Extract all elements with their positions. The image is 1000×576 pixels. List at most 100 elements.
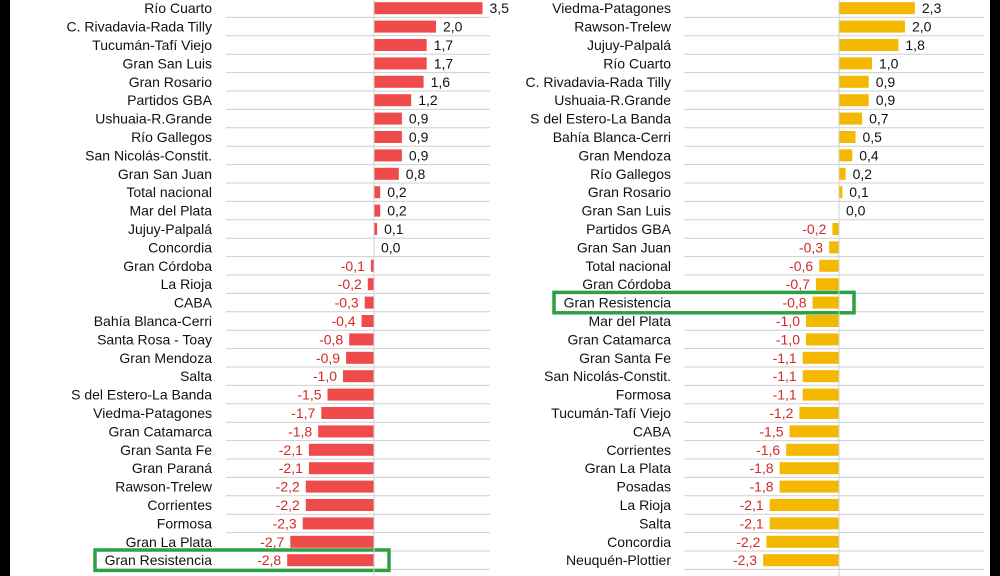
value-label: -1,5: [759, 423, 783, 439]
value-label: 0,2: [853, 166, 873, 182]
bar: [374, 186, 381, 199]
bar: [769, 517, 839, 530]
category-label: Gran Catamarca: [109, 423, 213, 439]
bar: [802, 370, 839, 383]
value-label: 0,1: [849, 184, 869, 200]
value-label: -1,1: [773, 387, 797, 403]
value-label: 0,9: [876, 92, 896, 108]
value-label: 2,0: [443, 19, 463, 35]
value-label: 1,7: [434, 37, 454, 53]
bar: [839, 112, 863, 125]
category-label: San Nicolás-Constit.: [85, 147, 212, 163]
category-label: Gran Rosario: [129, 74, 212, 90]
bar: [839, 2, 915, 15]
bar: [802, 388, 839, 401]
value-label: -0,8: [782, 295, 806, 311]
value-label: -0,3: [335, 295, 359, 311]
category-label: Total nacional: [585, 258, 671, 274]
bar-row: Gran Mendoza -0,9: [119, 350, 490, 368]
value-label: -1,1: [773, 368, 797, 384]
value-label: -1,1: [773, 350, 797, 366]
bar: [305, 480, 374, 493]
category-label: Salta: [180, 368, 212, 384]
bar-row: Gran Córdoba -0,7: [582, 276, 984, 294]
bar-row: Corrientes -2,2: [147, 497, 490, 515]
bar: [802, 351, 839, 364]
category-label: Gran Córdoba: [123, 258, 212, 274]
category-label: La Rioja: [161, 276, 213, 292]
bar-row: San Nicolás-Constit. 0,9: [85, 147, 490, 166]
bar: [321, 407, 374, 419]
value-label: -2,2: [276, 479, 300, 495]
bar-charts: Río Cuarto 3,5 C. Rivadavia-Rada Tilly 2,0 T…: [67, 0, 984, 576]
bar-row: Santa Rosa - Toay -0,8: [97, 331, 490, 350]
bar-row: Posadas -1,8: [617, 479, 984, 497]
value-label: 0,7: [869, 111, 889, 127]
bar: [799, 407, 839, 419]
bar: [839, 75, 869, 88]
bar: [370, 259, 374, 272]
bar: [374, 149, 402, 162]
bar-row: Gran Santa Fe -1,1: [579, 350, 984, 368]
value-label: -1,2: [769, 405, 793, 421]
category-label: Mar del Plata: [130, 203, 213, 219]
category-label: Neuquén-Plottier: [566, 552, 671, 568]
category-label: Rawson-Trelew: [574, 19, 672, 35]
value-label: 1,7: [434, 55, 454, 71]
bar-row: Viedma-Patagones -1,7: [93, 405, 490, 423]
category-label: C. Rivadavia-Rada Tilly: [67, 19, 213, 35]
bar: [832, 223, 839, 235]
value-label: 0,1: [384, 221, 404, 237]
category-label: Viedma-Patagones: [93, 405, 212, 421]
bar-row: La Rioja -0,2: [161, 276, 490, 294]
bar-row: Mar del Plata -1,0: [589, 313, 984, 331]
bar-row: Gran Resistencia -2,8: [93, 548, 490, 573]
value-label: -0,3: [799, 239, 823, 255]
bar-row: C. Rivadavia-Rada Tilly 2,0: [67, 19, 490, 37]
value-label: 0,9: [409, 111, 429, 127]
value-label: -0,2: [802, 221, 826, 237]
value-label: 0,2: [387, 184, 407, 200]
bar: [364, 296, 374, 309]
value-label: -2,2: [276, 497, 300, 513]
value-label: -1,8: [749, 479, 773, 495]
category-label: Posadas: [617, 479, 671, 495]
category-label: CABA: [174, 295, 213, 311]
value-label: 0,2: [387, 203, 407, 219]
bar: [779, 480, 839, 493]
bar-row: Bahía Blanca-Cerri -0,4: [94, 313, 490, 331]
bar-row: Gran Rosario 0,1: [588, 184, 984, 202]
bar-row: Formosa -2,3: [157, 515, 490, 534]
category-label: Bahía Blanca-Cerri: [94, 313, 212, 329]
bar-row: Corrientes -1,6: [606, 442, 984, 460]
category-label: Ushuaia-R.Grande: [95, 111, 212, 127]
bar-row: La Rioja -2,1: [620, 497, 984, 515]
bar-row: Gran Catamarca -1,0: [568, 331, 984, 350]
category-label: Gran Rosario: [588, 184, 671, 200]
bar: [829, 241, 839, 254]
bar: [327, 388, 374, 401]
category-label: Gran Santa Fe: [579, 350, 671, 366]
category-label: Corrientes: [147, 497, 212, 513]
bar: [302, 517, 374, 530]
category-label: Gran La Plata: [126, 534, 213, 550]
bar: [806, 315, 839, 327]
category-label: Bahía Blanca-Cerri: [553, 129, 671, 145]
bar-row: CABA -1,5: [633, 423, 984, 442]
value-label: -1,0: [776, 313, 800, 329]
value-label: -1,6: [756, 442, 780, 458]
bar-row: Jujuy-Palpalá 1,8: [587, 37, 984, 55]
bar-row: Total nacional -0,6: [585, 258, 984, 276]
category-label: Río Cuarto: [144, 0, 212, 16]
value-label: 2,0: [912, 19, 932, 35]
bar: [763, 554, 839, 567]
category-label: San Nicolás-Constit.: [544, 368, 671, 384]
bar: [815, 278, 839, 291]
bar-row: Rawson-Trelew -2,2: [115, 479, 490, 497]
value-label: 1,2: [418, 92, 438, 108]
bar: [308, 462, 374, 475]
bar: [374, 39, 427, 51]
category-label: Tucumán-Tafí Viejo: [92, 37, 212, 53]
bar: [374, 167, 399, 180]
category-label: Río Gallegos: [590, 166, 671, 182]
